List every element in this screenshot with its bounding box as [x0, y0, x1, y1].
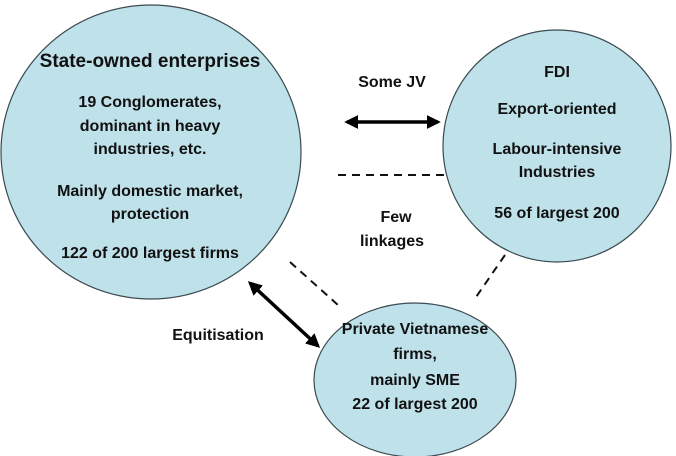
node-line: mainly SME: [370, 372, 460, 389]
node-line: 22 of largest 200: [352, 396, 478, 413]
node-title: FDI: [544, 64, 570, 81]
node-line: Private Vietnamese: [342, 321, 489, 338]
node-line: dominant in heavy: [80, 118, 221, 135]
node-line: Industries: [519, 164, 596, 181]
node-line: firms,: [393, 346, 437, 363]
node-line: Labour-intensive: [493, 141, 622, 158]
private-node: [313, 302, 517, 456]
node-line: Export-oriented: [497, 101, 616, 118]
node-line: protection: [111, 206, 189, 223]
fdi-node: [442, 29, 672, 263]
node-line: 56 of largest 200: [494, 205, 620, 222]
node-line: 19 Conglomerates,: [78, 94, 221, 111]
node-line: industries, etc.: [94, 141, 207, 158]
edge-label: Equitisation: [172, 327, 264, 344]
equitisation-arrow: [247, 281, 321, 348]
node-title: State-owned enterprises: [40, 51, 261, 72]
edge-label: linkages: [360, 233, 424, 250]
soe-node: [0, 4, 302, 300]
edge-label: Some JV: [358, 74, 426, 91]
edge-label: Few: [380, 209, 412, 226]
node-line: 122 of 200 largest firms: [61, 245, 239, 262]
node-line: Mainly domestic market,: [57, 183, 243, 200]
dashed-link: [289, 261, 339, 306]
dashed-link: [473, 254, 506, 301]
